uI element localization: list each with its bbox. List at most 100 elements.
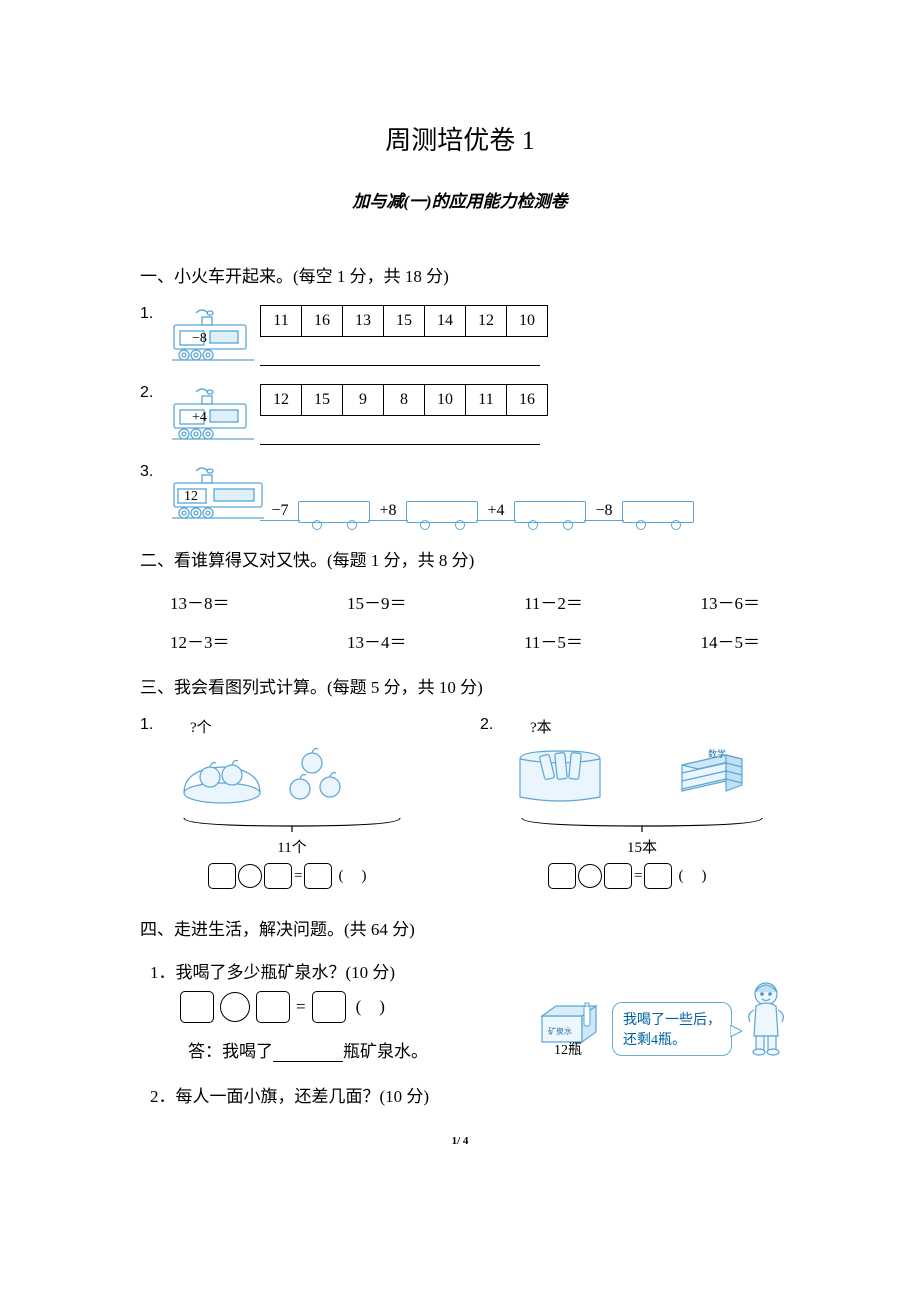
section4-heading: 四、走进生活，解决问题。(共 64 分) [140, 915, 780, 940]
unit-paren: () [678, 868, 724, 885]
q1-table-wrap: 11 16 13 15 14 12 10 [258, 305, 548, 366]
answer-box [208, 863, 236, 889]
section3-heading: 三、我会看图列式计算。(每题 5 分，共 10 分) [140, 673, 780, 698]
operator-circle [578, 864, 602, 888]
blank-car [622, 501, 694, 523]
s3-q1-total: 11个 [172, 836, 412, 857]
q1-cell: 11 [261, 306, 302, 337]
answer-blank [273, 1061, 343, 1062]
svg-text:数学: 数学 [708, 748, 726, 759]
unit-paren: () [356, 997, 403, 1017]
equals-text: = [294, 868, 302, 885]
q2-table-wrap: 12 15 9 8 10 11 16 [258, 384, 548, 445]
blank-car [298, 501, 370, 523]
s1-q3: 3. 12 −7 +8 +4 [140, 463, 780, 526]
page-title: 周测培优卷 1 [140, 120, 780, 157]
q2-value-table: 12 15 9 8 10 11 16 [260, 384, 548, 416]
s3-columns: 1. ?个 [140, 716, 780, 889]
s4-q2-text: 2．每人一面小旗，还差几面？(10 分) [150, 1082, 780, 1107]
answer-box [180, 991, 214, 1023]
q2-blank-row [260, 416, 540, 445]
q1-cell: 14 [425, 306, 466, 337]
train-icon: +4 [168, 384, 258, 442]
s3-q2-top: ?本 [530, 716, 772, 737]
s3-q2-number: 2. [480, 716, 508, 889]
op-label: −8 [584, 502, 624, 521]
calc-row-2: 12－3＝ 13－4＝ 11－5＝ 14－5＝ [170, 628, 760, 653]
page-subtitle: 加与减(一)的应用能力检测卷 [140, 187, 780, 212]
s3-q2-total: 15本 [512, 836, 772, 857]
bubble-line1: 我喝了一些后， [623, 1009, 721, 1029]
answer-suffix: 瓶矿泉水。 [343, 1042, 428, 1061]
box-count-label: 12瓶 [554, 1042, 582, 1056]
q2-cell: 12 [261, 385, 302, 416]
answer-prefix: 答：我喝了 [188, 1042, 273, 1061]
s3-q1: 1. ?个 [140, 716, 440, 889]
answer-box [644, 863, 672, 889]
s3-q1-figure [172, 739, 412, 809]
unit-paren: () [338, 868, 384, 885]
calc-item: 13－4＝ [347, 628, 407, 653]
answer-box [548, 863, 576, 889]
q1-cell: 13 [343, 306, 384, 337]
blank-car [514, 501, 586, 523]
calc-item: 15－9＝ [347, 589, 407, 614]
calc-item: 12－3＝ [170, 628, 230, 653]
page-number: 1/ 4 [0, 1135, 920, 1147]
op-label: +8 [368, 502, 408, 521]
op-label: −7 [260, 502, 300, 521]
q2-cell: 8 [384, 385, 425, 416]
q2-cell: 9 [343, 385, 384, 416]
answer-box [256, 991, 290, 1023]
section2-heading: 二、看谁算得又对又快。(每题 1 分，共 8 分) [140, 546, 780, 571]
train-op-label: −8 [192, 331, 207, 346]
calc-item: 11－2＝ [524, 589, 583, 614]
q3-number: 3. [140, 463, 168, 481]
s3-q1-number: 1. [140, 716, 168, 889]
brace-icon [512, 814, 772, 836]
calc-item: 14－5＝ [700, 628, 760, 653]
calc-item: 13－8＝ [170, 589, 230, 614]
equals-text: = [634, 868, 642, 885]
s3-q2-equation: = () [548, 863, 772, 889]
answer-box [604, 863, 632, 889]
op-label: +4 [476, 502, 516, 521]
calc-item: 11－5＝ [524, 628, 583, 653]
train-icon: −8 [168, 305, 258, 363]
answer-box [264, 863, 292, 889]
bubble-line2: 还剩4瓶。 [623, 1029, 721, 1049]
train-op-label: +4 [192, 410, 207, 425]
svg-text:矿泉水: 矿泉水 [548, 1026, 572, 1036]
q1-blank-row [260, 337, 540, 366]
answer-box [312, 991, 346, 1023]
q2-cell: 15 [302, 385, 343, 416]
s1-q1: 1. −8 11 1 [140, 305, 780, 366]
s1-q2: 2. +4 12 1 [140, 384, 780, 445]
s4-q1: 1．我喝了多少瓶矿泉水？(10 分) 矿泉水 12瓶 我喝了一些后， 还剩4瓶。 [140, 958, 780, 1062]
s3-q1-top: ?个 [190, 716, 412, 737]
q1-cell: 12 [466, 306, 507, 337]
equals-text: = [296, 997, 306, 1017]
q1-cell: 16 [302, 306, 343, 337]
q1-cell: 15 [384, 306, 425, 337]
s4-q1-illustration: 矿泉水 12瓶 我喝了一些后， 还剩4瓶。 [538, 978, 790, 1056]
q1-value-table: 11 16 13 15 14 12 10 [260, 305, 548, 337]
s3-q2-figure: 数学 [512, 739, 772, 809]
q2-cell: 16 [507, 385, 548, 416]
s3-q1-equation: = () [208, 863, 412, 889]
operator-circle [220, 992, 250, 1022]
answer-box [304, 863, 332, 889]
q2-cell: 11 [466, 385, 507, 416]
s3-q2: 2. ?本 [480, 716, 780, 889]
operator-circle [238, 864, 262, 888]
calc-item: 13－6＝ [700, 589, 760, 614]
calc-row-1: 13－8＝ 15－9＝ 11－2＝ 13－6＝ [170, 589, 760, 614]
page: 周测培优卷 1 加与减(一)的应用能力检测卷 一、小火车开起来。(每空 1 分，… [0, 0, 920, 1155]
q1-cell: 10 [507, 306, 548, 337]
water-box-icon: 矿泉水 12瓶 [538, 992, 604, 1056]
section1-heading: 一、小火车开起来。(每空 1 分，共 18 分) [140, 262, 780, 287]
q1-number: 1. [140, 305, 168, 323]
q2-number: 2. [140, 384, 168, 402]
speech-bubble: 我喝了一些后， 还剩4瓶。 [612, 1002, 732, 1056]
boy-icon [740, 978, 790, 1056]
